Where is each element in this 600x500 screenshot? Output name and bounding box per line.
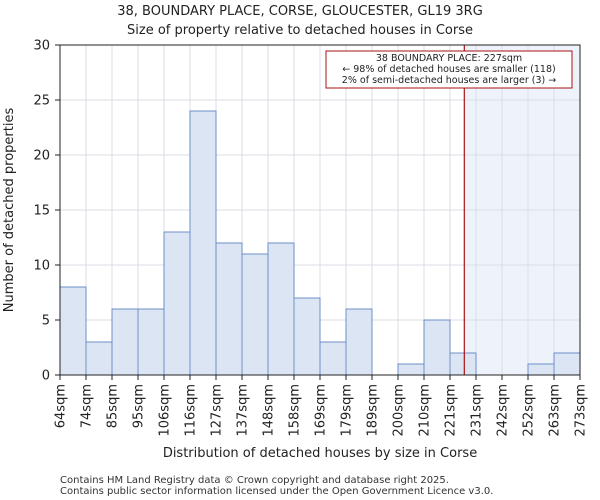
annotation-line-1: 38 BOUNDARY PLACE: 227sqm bbox=[376, 53, 522, 64]
x-tick-label: 148sqm bbox=[262, 384, 277, 437]
x-tick-label: 169sqm bbox=[314, 384, 329, 437]
bar-85sqm bbox=[111, 308, 139, 376]
x-tick-label: 116sqm bbox=[184, 384, 199, 437]
annotation-line-2: ← 98% of detached houses are smaller (11… bbox=[342, 64, 555, 75]
y-tick-label: 20 bbox=[33, 149, 50, 164]
x-tick-label: 158sqm bbox=[288, 384, 303, 437]
bar-137sqm bbox=[241, 253, 269, 376]
bar-64sqm bbox=[59, 286, 87, 376]
x-tick-label: 179sqm bbox=[340, 384, 355, 437]
chart-subtitle: Size of property relative to detached ho… bbox=[127, 23, 473, 38]
bar-74sqm bbox=[85, 341, 113, 376]
x-tick-label: 252sqm bbox=[522, 384, 537, 437]
bar-158sqm bbox=[293, 297, 321, 376]
x-tick-label: 263sqm bbox=[548, 384, 563, 437]
x-tick-label: 273sqm bbox=[574, 384, 589, 437]
chart-title: 38, BOUNDARY PLACE, CORSE, GLOUCESTER, G… bbox=[117, 4, 483, 19]
x-tick-label: 106sqm bbox=[158, 384, 173, 437]
annotation-box: 38 BOUNDARY PLACE: 227sqm ← 98% of detac… bbox=[325, 50, 573, 89]
bar-179sqm bbox=[345, 308, 373, 376]
y-tick-label: 0 bbox=[42, 369, 50, 384]
bar-148sqm bbox=[267, 242, 295, 376]
annotation-line-3: 2% of semi-detached houses are larger (3… bbox=[342, 75, 556, 86]
x-tick-label: 231sqm bbox=[470, 384, 485, 437]
bar-200sqm bbox=[397, 363, 425, 376]
bar-263sqm bbox=[553, 352, 581, 376]
y-tick-label: 30 bbox=[33, 39, 50, 54]
y-axis-label: Number of detached properties bbox=[2, 108, 17, 313]
y-tick-label: 25 bbox=[33, 94, 50, 109]
bar-127sqm bbox=[215, 242, 243, 376]
x-tick-label: 200sqm bbox=[392, 384, 407, 437]
x-tick-label: 242sqm bbox=[496, 384, 511, 437]
y-tick-label: 5 bbox=[42, 314, 50, 329]
x-tick-label: 64sqm bbox=[54, 384, 69, 428]
bar-252sqm bbox=[527, 363, 555, 376]
x-axis-label: Distribution of detached houses by size … bbox=[163, 446, 477, 461]
bars bbox=[59, 110, 581, 376]
footer-line-1: Contains HM Land Registry data © Crown c… bbox=[60, 475, 449, 486]
x-tick-label: 85sqm bbox=[106, 384, 121, 428]
x-tick-label: 210sqm bbox=[418, 384, 433, 437]
bar-116sqm bbox=[189, 110, 217, 376]
x-tick-label: 137sqm bbox=[236, 384, 251, 437]
x-tick-label: 221sqm bbox=[444, 384, 459, 437]
bar-221sqm bbox=[449, 352, 477, 376]
x-tick-label: 95sqm bbox=[132, 384, 147, 428]
footer-line-2: Contains public sector information licen… bbox=[60, 486, 493, 497]
y-tick-label: 10 bbox=[33, 259, 50, 274]
bar-169sqm bbox=[319, 341, 347, 376]
x-tick-label: 189sqm bbox=[366, 384, 381, 437]
bar-210sqm bbox=[423, 319, 451, 376]
axes: 0 5 10 15 20 25 30 64sqm 74sqm 85sqm 95sqm 106sqm 11… bbox=[33, 39, 588, 437]
x-tick-label: 127sqm bbox=[210, 384, 225, 437]
y-tick-label: 15 bbox=[33, 204, 50, 219]
x-tick-label: 74sqm bbox=[80, 384, 95, 428]
bar-106sqm bbox=[163, 231, 191, 376]
bar-95sqm bbox=[137, 308, 165, 376]
